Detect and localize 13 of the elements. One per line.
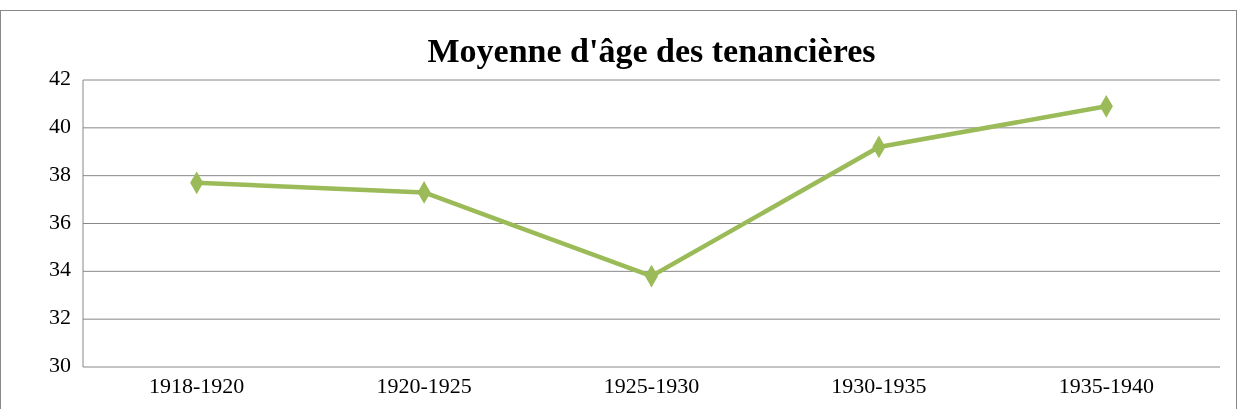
y-tick-label: 32 — [49, 304, 71, 330]
y-tick-label: 36 — [49, 208, 71, 234]
y-tick-label: 38 — [49, 160, 71, 186]
chart-title: Moyenne d'âge des tenancières — [427, 32, 876, 69]
y-tick-label: 42 — [49, 65, 71, 91]
y-tick-label: 30 — [49, 352, 71, 378]
x-tick-label: 1925-1930 — [603, 373, 700, 398]
y-tick-label: 40 — [49, 112, 71, 138]
x-tick-label: 1920-1925 — [376, 373, 472, 398]
x-tick-label: 1930-1935 — [831, 373, 927, 398]
x-tick-label: 1918-1920 — [149, 373, 245, 398]
x-tick-label: 1935-1940 — [1058, 373, 1154, 398]
y-tick-label: 34 — [49, 256, 71, 282]
